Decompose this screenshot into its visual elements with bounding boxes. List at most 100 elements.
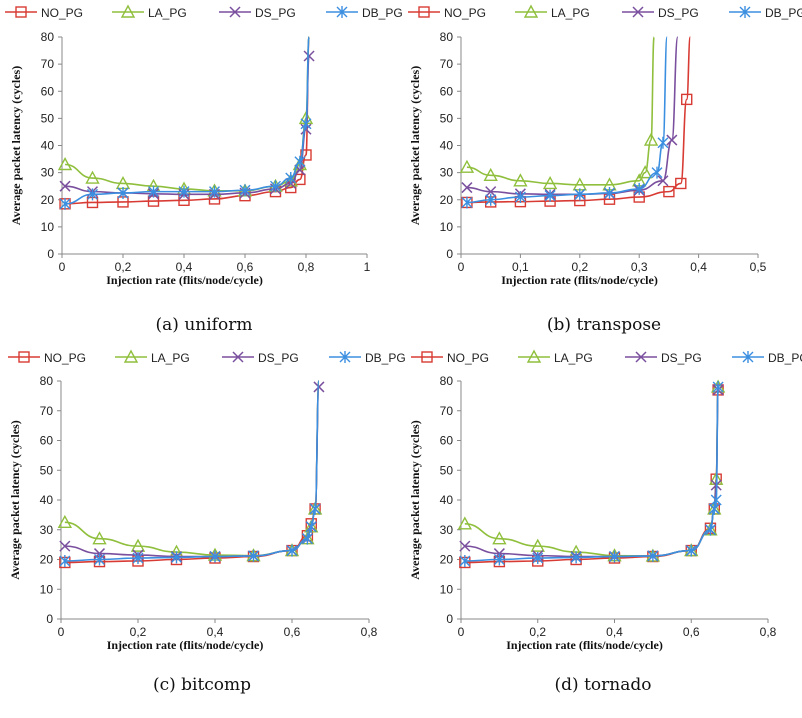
data-point [681,93,693,106]
data-point [657,175,669,187]
data-point [604,186,615,199]
data-point [130,538,146,552]
data-point [270,180,281,193]
legend-marker [742,351,754,363]
x-tick-label: 0,1 [512,260,529,274]
legend-item: DS_PG [622,6,699,20]
chart-panel-2: 0 10 20 30 40 50 60 70 80 0 0,1 0,2 0,3 0,4 0,5 Injecti… [408,4,802,335]
legend-label: LA_PG [148,6,187,20]
y-tick-label: 40 [41,139,55,153]
legend-label: LA_PG [551,6,590,20]
y-tick-label: 20 [41,193,55,207]
x-tick-label: 0,2 [130,625,147,639]
data-point [59,197,71,210]
x-tick-label: 1 [364,260,371,274]
data-point [514,191,526,204]
y-tick-label: 70 [440,57,454,71]
legend-item: DB_PG [329,351,406,365]
legend-marker [418,6,430,18]
legend-marker [632,6,644,18]
y-tick-label: 30 [41,166,55,180]
data-point [239,184,251,197]
data-point [303,50,315,62]
series-line [464,386,719,557]
x-axis-title: Injection rate (flits/node/cycle) [107,638,264,652]
y-tick-label: 20 [440,193,454,207]
x-tick-label: 0,8 [361,625,378,639]
data-point [666,134,678,146]
data-point [633,182,645,195]
x-tick-label: 0,3 [631,260,648,274]
series-db-pg [59,36,312,210]
legend-label: DS_PG [658,6,699,20]
y-tick-label: 50 [440,463,454,477]
series-line [65,36,310,205]
data-point [209,185,220,198]
data-point [171,551,182,564]
y-tick-label: 80 [440,30,454,44]
legend-label: DS_PG [255,6,296,20]
y-tick-label: 60 [41,84,55,98]
legend-item: LA_PG [518,349,593,365]
data-point [300,149,312,161]
data-point [485,193,497,206]
data-point [485,186,497,198]
legend-marker [635,351,647,363]
y-tick-label: 40 [440,139,454,153]
x-axis-title: Injection rate (flits/node/cycle) [106,273,263,287]
y-tick-label: 60 [440,84,454,98]
data-point [148,185,159,198]
data-point [492,531,507,545]
y-tick-label: 30 [440,166,454,180]
data-point [313,381,325,393]
legend-marker [120,4,136,18]
data-point [675,177,687,190]
x-tick-label: 0 [458,260,465,274]
legend-label: DB_PG [365,351,406,365]
legend: NO_PG LA_PG DS_PG DB_PG [411,349,802,365]
series-ds-pg [59,381,325,563]
y-tick-label: 80 [40,374,54,388]
data-point [300,117,312,130]
data-point [209,550,221,563]
data-point [117,186,129,199]
y-tick-label: 10 [40,582,54,596]
data-point [459,540,471,552]
y-tick-label: 0 [47,247,54,261]
series-ds-pg [59,50,315,200]
legend-item: LA_PG [515,4,590,20]
legend-marker [123,349,139,363]
legend: NO_PG LA_PG DS_PG DB_PG [5,4,403,20]
legend-marker [229,6,241,18]
series-line [64,386,320,558]
data-point [532,552,544,565]
chart-panel-1: 0 10 20 30 40 50 60 70 80 0 0,2 0,4 0,6 0,8 1 Injection… [5,4,403,335]
y-tick-label: 50 [40,463,54,477]
data-point [461,182,473,194]
x-tick-label: 0,2 [571,260,588,274]
x-tick-label: 0,2 [529,625,546,639]
data-point [305,520,317,533]
data-point [94,553,105,566]
series-line [466,36,655,186]
series-line [64,380,320,564]
series-line [64,380,320,557]
data-point [483,167,498,182]
series-line [466,36,668,204]
data-point [85,170,100,184]
legend-label: NO_PG [447,351,489,365]
x-tick-label: 0,6 [237,260,254,274]
series-no-pg [459,384,724,569]
x-tick-label: 0,4 [176,260,193,274]
legend-item: NO_PG [8,351,86,365]
data-point [513,173,528,187]
x-tick-label: 0,6 [683,625,700,639]
y-axis-title: Average packet latency (cycles) [8,420,22,579]
y-tick-label: 40 [440,493,454,507]
legend-marker [18,351,30,363]
data-point [301,532,313,545]
legend-item: DB_PG [326,6,403,20]
data-point [461,196,473,209]
data-point [712,380,724,393]
x-tick-label: 0 [59,260,66,274]
